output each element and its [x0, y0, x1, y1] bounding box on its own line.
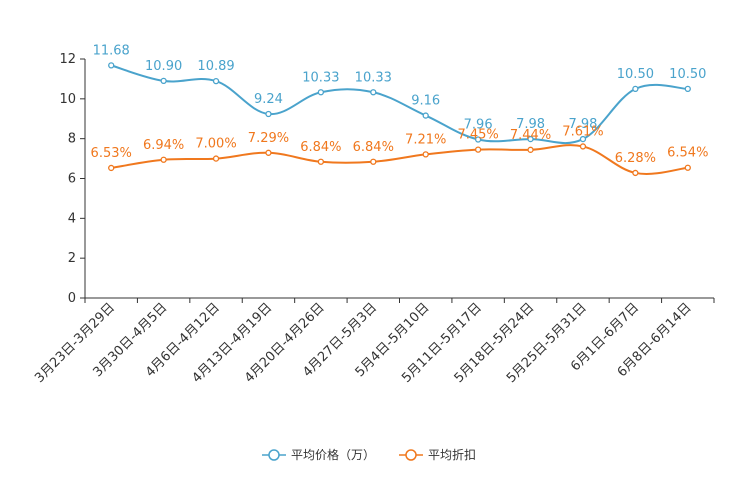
data-label: 9.16	[411, 94, 440, 109]
legend-marker-icon	[268, 449, 280, 461]
data-point	[579, 143, 587, 150]
data-label: 6.54%	[667, 146, 708, 161]
data-point	[632, 169, 639, 177]
data-point	[212, 77, 220, 85]
data-label: 6.84%	[353, 140, 394, 155]
series-line-2	[111, 144, 688, 175]
data-point	[317, 158, 325, 165]
y-tick-label: 4	[68, 211, 76, 226]
data-label: 9.24	[254, 92, 283, 107]
data-label: 6.84%	[300, 140, 341, 155]
legend-label: 平均价格（万）	[291, 447, 375, 462]
y-tick-label: 10	[59, 92, 76, 107]
y-tick-label: 12	[59, 52, 76, 67]
data-point	[527, 135, 534, 143]
data-label: 7.21%	[405, 132, 446, 147]
legend-label: 平均折扣	[428, 447, 476, 462]
data-point	[579, 135, 587, 143]
data-point	[317, 89, 325, 96]
data-label: 10.50	[617, 67, 654, 82]
data-label: 7.61%	[562, 124, 603, 139]
y-tick-label: 2	[68, 251, 76, 266]
data-point	[212, 155, 220, 162]
data-point	[160, 156, 167, 163]
data-label: 6.28%	[615, 151, 656, 166]
legend-item-1[interactable]: 平均价格（万）	[262, 447, 375, 462]
data-point	[684, 85, 691, 93]
data-label: 11.68	[93, 43, 130, 58]
y-tick-label: 8	[68, 132, 76, 147]
data-label: 7.98	[568, 117, 597, 132]
data-point	[265, 110, 272, 118]
data-point	[160, 77, 167, 85]
data-label: 7.98	[516, 117, 545, 132]
data-point	[370, 89, 377, 96]
data-label: 6.53%	[91, 146, 132, 161]
data-point	[422, 151, 429, 158]
data-point	[474, 146, 482, 153]
data-point	[108, 164, 115, 172]
data-label: 7.44%	[510, 128, 551, 143]
data-point	[474, 136, 482, 143]
data-label: 10.33	[302, 70, 339, 85]
data-point	[527, 146, 534, 153]
legend-item-2[interactable]: 平均折扣	[399, 447, 476, 462]
data-labels-layer: 11.68 10.90 10.89 9.24 10.33 10.33 9.16 7.96 7.9…	[91, 43, 709, 166]
data-label: 7.96	[464, 117, 493, 132]
data-point	[108, 62, 115, 69]
data-label: 7.00%	[195, 137, 236, 152]
data-point	[370, 158, 377, 165]
y-tick-label: 0	[68, 291, 76, 306]
legend[interactable]: 平均价格（万） 平均折扣	[262, 447, 476, 462]
y-tick-label: 6	[68, 172, 76, 187]
data-label: 10.90	[145, 59, 182, 74]
data-label: 10.89	[197, 59, 234, 74]
data-label: 6.94%	[143, 138, 184, 153]
legend-marker-icon	[405, 449, 417, 461]
data-label: 10.33	[355, 70, 392, 85]
data-point	[422, 112, 429, 119]
data-label: 7.29%	[248, 131, 289, 146]
data-label: 10.50	[669, 67, 706, 82]
data-label: 7.45%	[457, 128, 498, 143]
data-point	[684, 164, 691, 171]
axes-layer: 0246810123月23日-3月29日3月30日-4月5日4月6日-4月12日…	[32, 52, 715, 386]
data-point	[265, 149, 272, 156]
series-layer	[108, 62, 691, 177]
data-point	[632, 85, 639, 93]
